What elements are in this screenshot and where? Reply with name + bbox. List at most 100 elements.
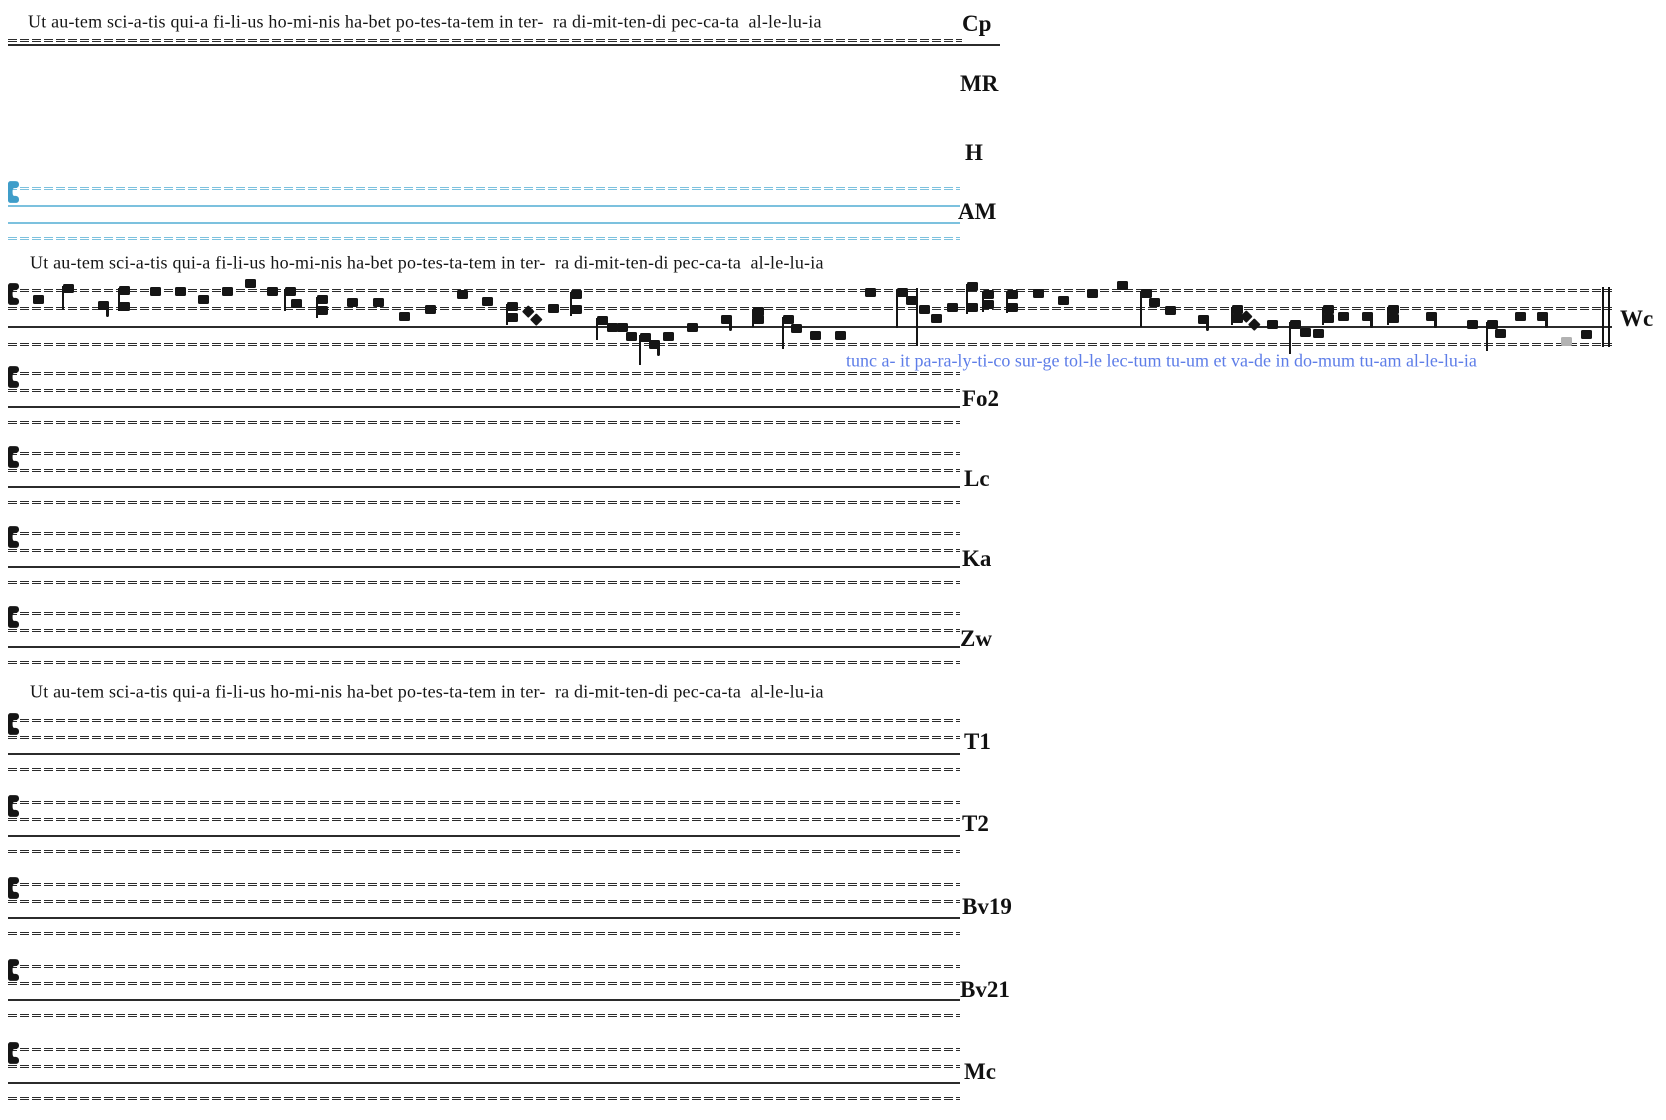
staff-line-dash [8,502,960,505]
c-clef-icon [8,793,19,819]
staff-line-dash [8,613,960,616]
neume-note [221,286,233,296]
neume-note [1116,280,1128,290]
staff-line [8,1014,960,1018]
staff-line [8,237,960,241]
neume-note [1299,327,1311,337]
neume-note [398,311,410,321]
staff-line [8,965,960,969]
neume-note [752,306,764,316]
staff-line-dash [8,932,960,934]
neume-note [1312,328,1324,338]
neume-note [481,296,493,306]
staff-line [8,917,960,919]
source-label-am: AM [958,199,997,224]
neume-note [570,289,582,299]
staff-line-dash [8,900,960,902]
staff-line-dash [8,422,960,425]
neume-note [118,285,130,295]
staff-line-dash [8,533,960,536]
staff-line-dash [8,373,960,376]
neume-note [372,297,384,307]
neume-note [1006,289,1018,299]
neume-note [1387,304,1399,314]
neume-note [1086,288,1098,298]
lyric-text-row: Ut au-tem sci-a-tis qui-a fi-li-us ho-mi… [30,252,824,273]
staff-line-dash [8,1097,960,1099]
neume-note [1425,311,1437,321]
staff-line-dash [8,290,1612,293]
staff-line-dash [8,469,960,471]
note-stem [782,317,784,349]
staff-line-dash [8,372,960,374]
neume-note [284,286,296,296]
staff-line-dash [8,308,1612,311]
neume-note [864,287,876,297]
c-clef-icon [8,875,19,901]
source-label-lc: Lc [964,466,990,491]
neume-note [946,302,958,312]
staff-line-dash [8,1065,960,1067]
staff-line-dash [8,719,960,721]
staff-line-dash [8,982,960,984]
staff-line [8,646,960,648]
neume-note [1387,313,1399,323]
c-clef-icon [8,524,19,550]
lyric-text-row: Ut au-tem sci-a-tis qui-a fi-li-us ho-mi… [30,681,824,702]
staff-line-dash [8,629,960,631]
source-label-ka: Ka [962,546,992,571]
source-label-bv21: Bv21 [960,977,1010,1002]
staff-line-dash [8,1048,960,1050]
neume-note [1494,328,1506,338]
staff-line-dash [8,1014,960,1016]
neume-note [896,287,908,297]
staff-line-dash [8,470,960,473]
staff-line-dash [8,884,960,887]
source-label-zw: Zw [960,626,992,651]
staff-line-dash [8,501,960,503]
c-clef-icon [8,1040,19,1066]
neume-note [752,314,764,324]
neume-note [506,301,518,311]
staff-line [8,629,960,633]
note-stem [570,292,572,316]
neume-gray-note [1560,336,1572,346]
staff-line [8,222,960,224]
staff-line-dash [8,662,960,665]
staff-line [8,818,960,822]
staff-line [8,406,960,408]
staff-line-dash [8,237,960,239]
neume-note [118,301,130,311]
staff-line-dash [8,802,960,805]
staff-line-dash [8,768,960,770]
neume-note [290,298,302,308]
staff-line [8,768,960,772]
neume-note [648,339,660,349]
staff-line-dash [8,389,960,391]
staff-line [8,289,1612,293]
neume-note [782,314,794,324]
staff-line [8,343,1612,347]
staff-line [8,661,960,665]
neume-note [982,299,994,309]
staff-line [8,39,962,43]
staff-line-dash [8,452,960,454]
staff-line-dash [8,801,960,803]
staff-line-dash [8,819,960,822]
staff-line-dash [8,532,960,534]
neume-note [62,283,74,293]
neume-note [1466,319,1478,329]
neume-diamond-note [529,312,543,326]
staff-line-dash [8,630,960,633]
staff-line-dash [8,238,960,241]
note-tail [657,345,660,356]
neume-note [346,297,358,307]
staff-line-dash [8,582,960,585]
final-barline [1607,287,1610,347]
staff-line-dash [8,1015,960,1018]
note-tail [1434,317,1437,328]
staff-line-dash [8,344,1612,347]
staff-line-dash [8,307,1612,309]
neume-note [606,322,618,332]
